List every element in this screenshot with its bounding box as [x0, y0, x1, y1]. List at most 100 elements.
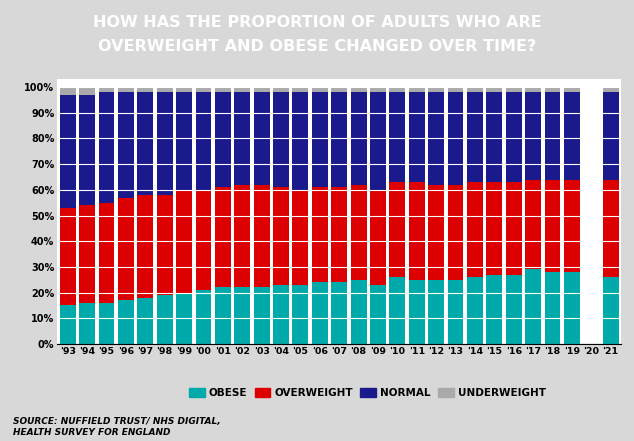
- Bar: [98, 92, 115, 203]
- Bar: [351, 87, 366, 92]
- Bar: [215, 288, 231, 344]
- Bar: [448, 280, 463, 344]
- Bar: [448, 185, 463, 280]
- Bar: [292, 285, 308, 344]
- Bar: [235, 288, 250, 344]
- Bar: [98, 87, 115, 92]
- Bar: [545, 87, 560, 92]
- Bar: [331, 92, 347, 187]
- Bar: [370, 285, 386, 344]
- Bar: [506, 182, 522, 275]
- Bar: [428, 87, 444, 92]
- Bar: [60, 95, 75, 208]
- Bar: [292, 92, 308, 190]
- Bar: [273, 87, 289, 92]
- Bar: [409, 87, 425, 92]
- Bar: [409, 280, 425, 344]
- Bar: [118, 92, 134, 198]
- Bar: [312, 87, 328, 92]
- Bar: [486, 275, 502, 344]
- Bar: [273, 285, 289, 344]
- Bar: [603, 277, 619, 344]
- Bar: [79, 87, 95, 95]
- Bar: [331, 282, 347, 344]
- Bar: [254, 185, 269, 288]
- Bar: [486, 182, 502, 275]
- Bar: [564, 272, 580, 344]
- Bar: [467, 277, 483, 344]
- Bar: [195, 92, 211, 190]
- Bar: [448, 87, 463, 92]
- Bar: [312, 282, 328, 344]
- Bar: [157, 87, 172, 92]
- Bar: [176, 92, 192, 190]
- Legend: OBESE, OVERWEIGHT, NORMAL, UNDERWEIGHT: OBESE, OVERWEIGHT, NORMAL, UNDERWEIGHT: [185, 384, 550, 402]
- Bar: [525, 179, 541, 269]
- Bar: [467, 87, 483, 92]
- Bar: [525, 87, 541, 92]
- Bar: [370, 190, 386, 285]
- Bar: [564, 87, 580, 92]
- Bar: [235, 87, 250, 92]
- Bar: [370, 92, 386, 190]
- Bar: [273, 187, 289, 285]
- Bar: [138, 92, 153, 195]
- Bar: [486, 87, 502, 92]
- Bar: [312, 187, 328, 282]
- Bar: [370, 87, 386, 92]
- Bar: [176, 190, 192, 292]
- Bar: [254, 92, 269, 185]
- Bar: [235, 185, 250, 288]
- Bar: [60, 208, 75, 306]
- Bar: [389, 182, 405, 277]
- Bar: [428, 280, 444, 344]
- Bar: [603, 87, 619, 92]
- Bar: [564, 92, 580, 179]
- Bar: [98, 303, 115, 344]
- Bar: [467, 92, 483, 182]
- Bar: [525, 269, 541, 344]
- Bar: [138, 87, 153, 92]
- Bar: [215, 187, 231, 288]
- Bar: [138, 195, 153, 298]
- Bar: [254, 87, 269, 92]
- Bar: [118, 87, 134, 92]
- Bar: [118, 300, 134, 344]
- Bar: [603, 179, 619, 277]
- Bar: [292, 190, 308, 285]
- Bar: [428, 92, 444, 185]
- Bar: [157, 195, 172, 295]
- Bar: [389, 277, 405, 344]
- Bar: [118, 198, 134, 300]
- Bar: [525, 92, 541, 179]
- Bar: [351, 92, 366, 185]
- Bar: [331, 187, 347, 282]
- Bar: [351, 185, 366, 280]
- Bar: [486, 92, 502, 182]
- Bar: [157, 295, 172, 344]
- Bar: [409, 182, 425, 280]
- Bar: [157, 92, 172, 195]
- Bar: [331, 87, 347, 92]
- Bar: [545, 179, 560, 272]
- Bar: [138, 298, 153, 344]
- Text: HOW HAS THE PROPORTION OF ADULTS WHO ARE: HOW HAS THE PROPORTION OF ADULTS WHO ARE: [93, 15, 541, 30]
- Bar: [254, 288, 269, 344]
- Text: OVERWEIGHT AND OBESE CHANGED OVER TIME?: OVERWEIGHT AND OBESE CHANGED OVER TIME?: [98, 39, 536, 54]
- Bar: [292, 87, 308, 92]
- Text: SOURCE: NUFFIELD TRUST/ NHS DIGITAL,
HEALTH SURVEY FOR ENGLAND: SOURCE: NUFFIELD TRUST/ NHS DIGITAL, HEA…: [13, 417, 220, 437]
- Bar: [60, 306, 75, 344]
- Bar: [351, 280, 366, 344]
- Bar: [195, 87, 211, 92]
- Bar: [215, 92, 231, 187]
- Bar: [409, 92, 425, 182]
- Bar: [506, 275, 522, 344]
- Bar: [545, 92, 560, 179]
- Bar: [389, 87, 405, 92]
- Bar: [545, 272, 560, 344]
- Bar: [448, 92, 463, 185]
- Bar: [467, 182, 483, 277]
- Bar: [60, 87, 75, 95]
- Bar: [564, 179, 580, 272]
- Bar: [273, 92, 289, 187]
